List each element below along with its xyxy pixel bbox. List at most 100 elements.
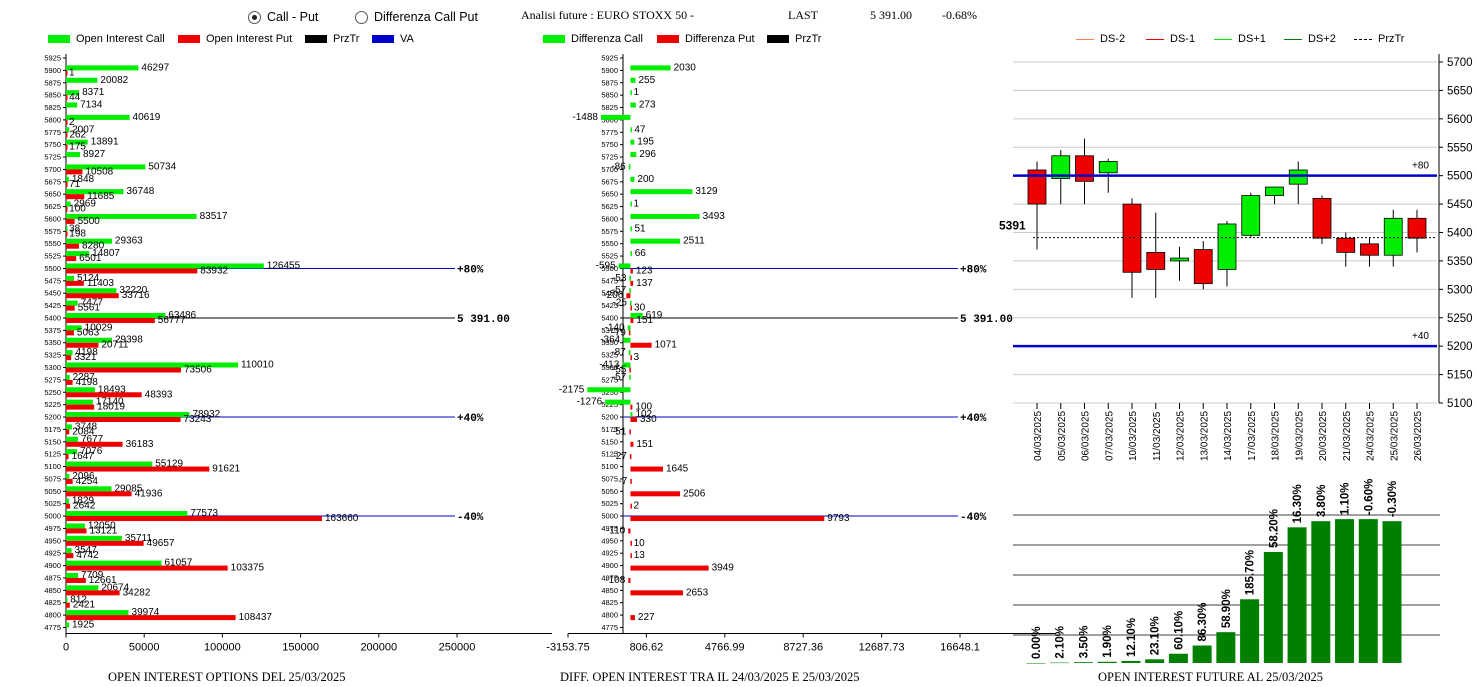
diff-bar xyxy=(630,139,635,145)
oi-bar xyxy=(66,275,75,281)
legend-line xyxy=(1284,38,1302,40)
radio-call-put[interactable]: Call - Put xyxy=(248,10,318,24)
diff-bar-label: 100 xyxy=(635,402,652,413)
diff-strike-label: 5400 xyxy=(601,313,618,322)
oi-bar xyxy=(66,256,77,262)
oi-bar xyxy=(66,144,68,150)
diff-bar xyxy=(587,387,631,393)
oi-bar xyxy=(66,243,79,249)
oi-strike-label: 4950 xyxy=(44,536,61,545)
oi-strike-label: 4825 xyxy=(44,598,61,607)
last-value: 5 391.00 xyxy=(870,8,912,22)
diff-strike-label: 5050 xyxy=(601,487,618,496)
diff-bar-label: 123 xyxy=(636,265,653,276)
diff-bar xyxy=(618,263,631,269)
candle-y-tick-label: 5200 xyxy=(1447,341,1473,353)
diff-bar-label: 102 xyxy=(635,409,652,420)
diff-bar-label: -1276 xyxy=(577,397,603,408)
future-bar-label: 23.10% xyxy=(1150,616,1162,655)
oi-bar xyxy=(66,95,68,101)
oi-bar xyxy=(66,565,228,571)
oi-bar xyxy=(66,367,181,373)
oi-bar-label: 18493 xyxy=(98,384,126,395)
diff-bar xyxy=(630,503,632,509)
legend-swatch xyxy=(372,35,394,43)
oi-bar-label: 103375 xyxy=(231,563,265,574)
oi-bar-label: 44 xyxy=(69,92,81,103)
oi-bar-label: 39974 xyxy=(132,607,160,618)
diff-x-tick-label: 4766.99 xyxy=(705,641,745,653)
oi-bar xyxy=(66,516,322,522)
oi-bar-label: 6501 xyxy=(79,253,102,264)
diff-bar xyxy=(629,429,631,435)
diff-bar-label: 2030 xyxy=(674,62,697,73)
oi-bar-label: 1848 xyxy=(72,174,95,185)
oi-bar-label: 198 xyxy=(69,228,86,239)
oi-bar xyxy=(66,478,73,484)
future-bar-label: 16.30% xyxy=(1292,484,1304,523)
diff-bar xyxy=(630,213,700,219)
oi-bar-label: 34282 xyxy=(123,587,151,598)
oi-bar-label: 14807 xyxy=(92,248,120,259)
oi-strike-label: 5200 xyxy=(44,413,61,422)
diff-bar-label: 3 xyxy=(633,352,639,363)
radio-diff[interactable]: Differenza Call Put xyxy=(355,10,478,24)
diff-bar xyxy=(629,288,631,294)
diff-bar xyxy=(628,330,631,336)
oi-bar-label: 2421 xyxy=(73,600,96,611)
oi-bar-label: 71 xyxy=(69,179,81,190)
oi-bar xyxy=(66,572,79,578)
candle-body xyxy=(1217,223,1237,270)
oi-bar xyxy=(66,449,78,455)
future-bar-label: 185.70% xyxy=(1245,550,1257,595)
oi-bar-label: 7134 xyxy=(80,100,103,111)
diff-bar xyxy=(630,417,637,423)
oi-bar-label: 3547 xyxy=(75,545,98,556)
candle-body xyxy=(1027,169,1047,205)
legend-label: DS-2 xyxy=(1100,33,1126,45)
diff-bar xyxy=(629,275,631,281)
oi-bar-label: 100 xyxy=(69,204,86,215)
diff-bar xyxy=(628,164,631,170)
diff-x-tick-label: 12687.73 xyxy=(859,641,905,653)
diff-bar-label: 330 xyxy=(640,414,657,425)
future-bar xyxy=(1026,663,1046,664)
diff-bar xyxy=(630,540,632,546)
oi-bar-label: 7477 xyxy=(81,298,104,309)
radio-call-put-dot[interactable] xyxy=(248,10,261,24)
candle-body xyxy=(1098,161,1118,174)
oi-bar-label: 20674 xyxy=(101,582,129,593)
oi-bar-label: 262 xyxy=(69,129,86,140)
future-bar-label: 60.10% xyxy=(1173,611,1185,650)
legend-ds-2: DS-2 xyxy=(1076,33,1125,45)
diff-bar-label: 1071 xyxy=(655,340,678,351)
oi-bar xyxy=(66,189,124,195)
diff-marker-label: +40% xyxy=(960,413,987,425)
diff-strike-label: 5000 xyxy=(601,512,618,521)
oi-bar xyxy=(66,132,68,138)
oi-strike-label: 5175 xyxy=(44,425,61,434)
radio-diff-dot[interactable] xyxy=(355,10,368,24)
oi-bar xyxy=(66,280,84,286)
oi-marker-label: 5 391.00 xyxy=(457,314,510,326)
oi-bar-label: 11685 xyxy=(87,191,115,202)
oi-bar xyxy=(66,206,68,212)
oi-strike-label: 5100 xyxy=(44,462,61,471)
diff-strike-label: 5475 xyxy=(601,276,618,285)
oi-bar xyxy=(66,560,162,566)
diff-bar xyxy=(630,491,681,497)
oi-bar xyxy=(66,325,82,331)
oi-bar xyxy=(66,152,80,158)
candle-y-tick-label: 5150 xyxy=(1447,370,1473,382)
diff-bar-label: 3493 xyxy=(703,211,726,222)
oi-bar-label: 4254 xyxy=(76,476,99,487)
oi-bar xyxy=(66,164,146,170)
diff-strike-label: 5200 xyxy=(601,413,618,422)
future-bar-label: -0.60% xyxy=(1363,479,1375,515)
diff-bar-label: 2511 xyxy=(683,236,705,247)
legend-label: PrzTr xyxy=(1378,33,1405,45)
oi-marker-label: -40% xyxy=(457,512,484,524)
oi-bar-label: 40619 xyxy=(133,112,161,123)
diff-bar-label: 9793 xyxy=(827,513,850,524)
oi-bar xyxy=(66,201,71,207)
